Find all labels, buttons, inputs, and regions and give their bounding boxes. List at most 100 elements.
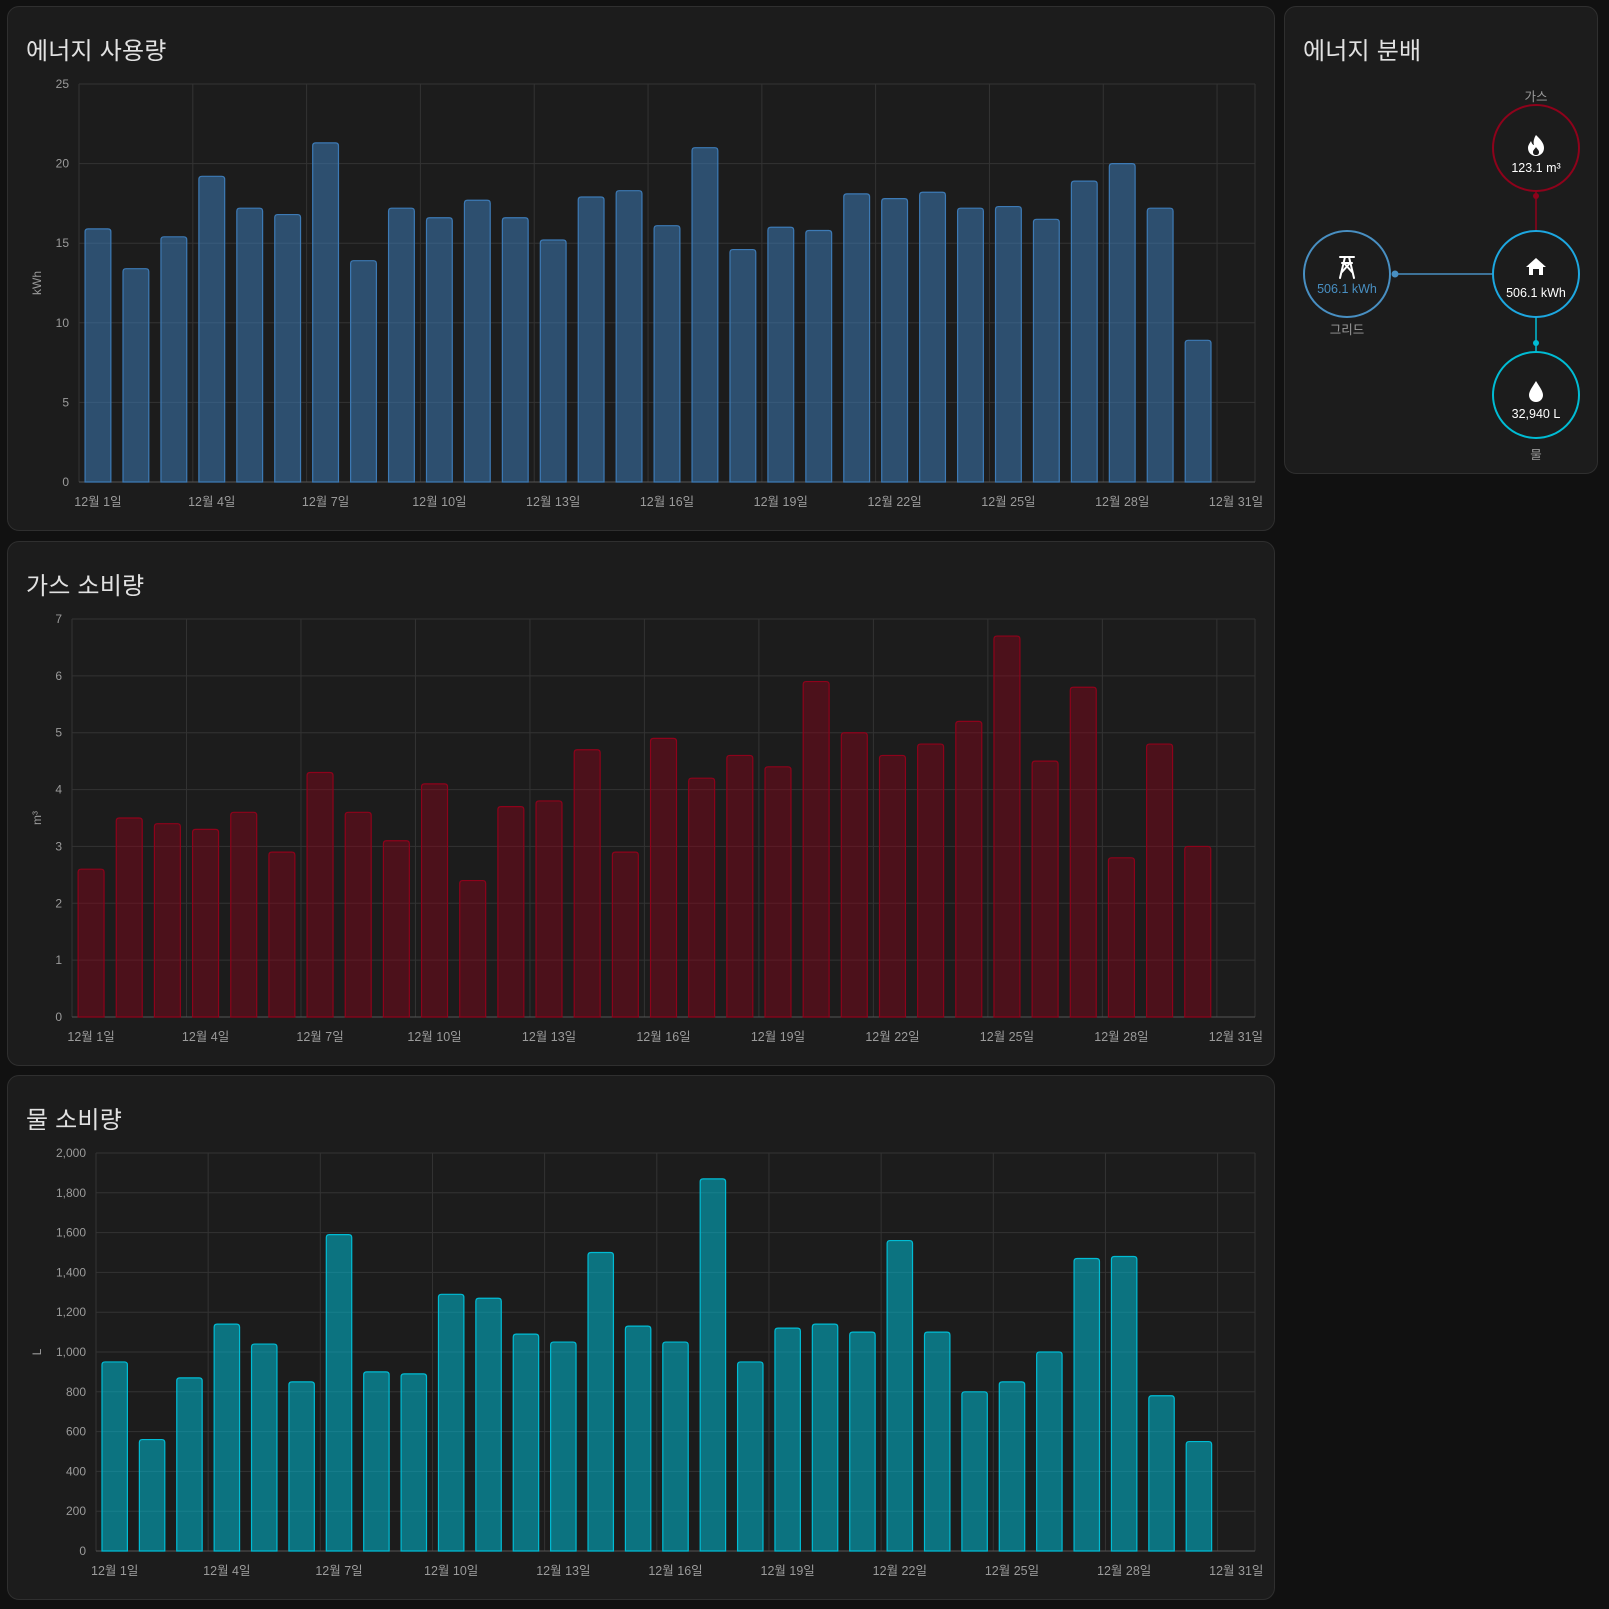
bar[interactable] (497, 806, 525, 1018)
bar[interactable] (649, 737, 678, 1018)
bar[interactable] (994, 205, 1022, 483)
bar[interactable] (198, 175, 226, 483)
bar[interactable] (587, 1251, 615, 1552)
bar[interactable] (1069, 686, 1097, 1018)
y-tick-label: 1 (55, 953, 62, 967)
bar[interactable] (153, 823, 181, 1018)
water-consumption-chart[interactable]: 0 200 400 600 800 1,000 1,200 1,400 1,600 1,800 2,… (8, 1076, 1276, 1601)
bar[interactable] (84, 228, 112, 483)
bar[interactable] (691, 147, 719, 483)
bar[interactable] (881, 198, 909, 483)
bar[interactable] (955, 720, 983, 1018)
bar[interactable] (611, 851, 639, 1018)
bar[interactable] (624, 1325, 652, 1552)
bar[interactable] (463, 199, 491, 483)
bar[interactable] (274, 213, 302, 483)
bar[interactable] (917, 743, 945, 1018)
bar[interactable] (101, 1361, 129, 1552)
bar[interactable] (998, 1381, 1026, 1552)
bar[interactable] (501, 217, 529, 483)
bar[interactable] (767, 226, 795, 483)
bar[interactable] (77, 868, 105, 1018)
water-node[interactable]: 32,940 L (1492, 351, 1580, 439)
bar[interactable] (382, 840, 410, 1018)
bar[interactable] (729, 248, 757, 483)
bar[interactable] (213, 1323, 241, 1552)
bar[interactable] (577, 196, 605, 483)
bar[interactable] (726, 754, 754, 1018)
bar[interactable] (736, 1361, 764, 1552)
bar[interactable] (250, 1343, 278, 1552)
bar[interactable] (306, 771, 334, 1018)
bar[interactable] (1031, 760, 1059, 1018)
bar[interactable] (420, 783, 449, 1018)
bar[interactable] (1073, 1257, 1101, 1552)
bar[interactable] (886, 1239, 914, 1552)
bar[interactable] (1146, 207, 1174, 483)
bar[interactable] (122, 268, 150, 483)
bar[interactable] (573, 749, 601, 1018)
bar[interactable] (344, 811, 372, 1018)
bar[interactable] (1070, 180, 1098, 483)
bar[interactable] (662, 1341, 689, 1552)
bar[interactable] (849, 1331, 876, 1552)
bar[interactable] (387, 207, 415, 483)
bar[interactable] (138, 1438, 166, 1552)
y-tick-label: 2,000 (56, 1146, 86, 1160)
bar[interactable] (1107, 857, 1136, 1018)
grid-node[interactable]: 506.1 kWh (1303, 230, 1391, 318)
bar[interactable] (437, 1293, 465, 1552)
bar[interactable] (653, 225, 681, 483)
bar[interactable] (160, 236, 188, 483)
bar[interactable] (1032, 218, 1060, 483)
bar[interactable] (512, 1333, 540, 1552)
bar[interactable] (1108, 163, 1136, 483)
bar[interactable] (1110, 1255, 1138, 1552)
bar[interactable] (1184, 339, 1212, 483)
bar[interactable] (539, 239, 567, 483)
bar[interactable] (312, 142, 340, 483)
bar[interactable] (923, 1331, 951, 1552)
bar[interactable] (325, 1233, 353, 1552)
bar[interactable] (268, 851, 296, 1018)
bar[interactable] (236, 207, 264, 483)
bar[interactable] (699, 1178, 727, 1552)
bar[interactable] (459, 879, 487, 1018)
bar[interactable] (535, 800, 563, 1018)
bar[interactable] (1184, 845, 1212, 1018)
bar[interactable] (115, 817, 143, 1018)
bar[interactable] (191, 828, 220, 1018)
home-node[interactable]: 506.1 kWh (1492, 230, 1580, 318)
bar[interactable] (843, 193, 871, 483)
bar[interactable] (688, 777, 716, 1018)
bar[interactable] (802, 680, 830, 1018)
bar[interactable] (961, 1391, 988, 1552)
bar[interactable] (350, 260, 378, 483)
bar[interactable] (764, 766, 792, 1018)
bar[interactable] (878, 754, 907, 1018)
gas-consumption-chart[interactable]: 0 1 2 3 4 5 6 7 12월 1일 12월 4일 12월 7일 12월 10일 12월 13일… (8, 542, 1276, 1067)
energy-usage-chart[interactable]: 0 5 10 15 20 25 12월 1일 12월 4일 12월 7일 12월 10일 12월 1… (8, 7, 1276, 532)
bar[interactable] (1036, 1351, 1063, 1552)
bar[interactable] (550, 1341, 577, 1552)
bar[interactable] (840, 732, 868, 1018)
bar[interactable] (774, 1327, 801, 1552)
bar[interactable] (805, 229, 833, 483)
bar[interactable] (288, 1381, 315, 1552)
bar[interactable] (425, 217, 453, 483)
bar[interactable] (176, 1377, 203, 1552)
y-tick-label: 15 (56, 236, 70, 250)
bar[interactable] (1146, 743, 1174, 1018)
bar[interactable] (1185, 1440, 1213, 1552)
bar[interactable] (363, 1371, 390, 1552)
bar[interactable] (956, 207, 984, 483)
bar[interactable] (475, 1297, 502, 1552)
gas-node[interactable]: 123.1 m³ (1492, 104, 1580, 192)
bar[interactable] (993, 635, 1021, 1018)
bar[interactable] (615, 190, 643, 483)
bar[interactable] (919, 191, 947, 483)
bar[interactable] (400, 1373, 428, 1552)
bar[interactable] (1148, 1395, 1175, 1552)
bar[interactable] (230, 811, 258, 1018)
bar[interactable] (811, 1323, 839, 1552)
